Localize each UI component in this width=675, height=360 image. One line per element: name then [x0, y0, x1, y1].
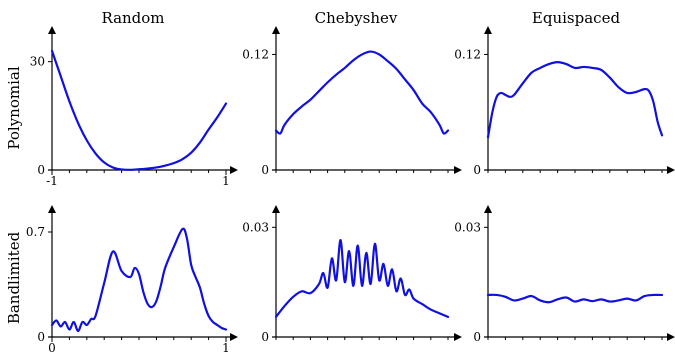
x-tick-label: 1 [222, 341, 230, 355]
y-tick-label: 0 [261, 330, 269, 344]
panel-1-1: 00.03 [242, 205, 462, 344]
y-axis-arrow [484, 205, 492, 213]
series-line [486, 61, 664, 139]
series-line [50, 227, 228, 333]
column-title-chebyshev: Chebyshev [315, 9, 398, 27]
y-tick-label: 0 [473, 330, 481, 344]
panel-0-0: 0 30 -1 1 [30, 26, 238, 188]
y-tick-label: 30 [30, 55, 45, 69]
y-tick-label: 0.03 [242, 220, 269, 234]
x-tick-label: 0 [48, 341, 56, 355]
x-axis-arrow [667, 166, 675, 174]
panel-1-2: 00.03 [454, 205, 675, 344]
row-label-polynomial: Polynomial [5, 66, 23, 149]
panel-0-2: 00.12 [454, 26, 675, 177]
x-axis-arrow [454, 166, 462, 174]
column-title-random: Random [101, 9, 164, 27]
x-axis-arrow [230, 166, 238, 174]
y-axis-arrow [272, 26, 280, 34]
y-tick-label: 0.03 [454, 220, 481, 234]
series-line [274, 50, 450, 135]
series-line [50, 49, 228, 171]
panel-1-0: 0 0.7 0 1 [26, 205, 238, 355]
y-tick-label: 0.12 [454, 47, 481, 61]
series-line [274, 239, 450, 318]
series-line [486, 293, 664, 304]
y-axis-arrow [48, 205, 56, 213]
x-axis-arrow [667, 333, 675, 341]
y-tick-label: 0.7 [26, 225, 45, 239]
y-tick-label: 0 [37, 163, 45, 177]
x-tick-label: -1 [46, 174, 58, 188]
y-axis-arrow [48, 26, 56, 34]
y-axis-arrow [272, 205, 280, 213]
column-title-equispaced: Equispaced [532, 9, 621, 27]
y-tick-label: 0 [261, 163, 269, 177]
x-tick-label: 1 [222, 174, 230, 188]
y-tick-label: 0.12 [242, 47, 269, 61]
row-label-bandlimited: Bandlimited [5, 231, 23, 324]
y-tick-label: 0 [473, 163, 481, 177]
x-axis-arrow [454, 333, 462, 341]
y-tick-label: 0 [37, 330, 45, 344]
panel-0-1: 00.12 [242, 26, 462, 177]
y-axis-arrow [484, 26, 492, 34]
x-axis-arrow [230, 333, 238, 341]
